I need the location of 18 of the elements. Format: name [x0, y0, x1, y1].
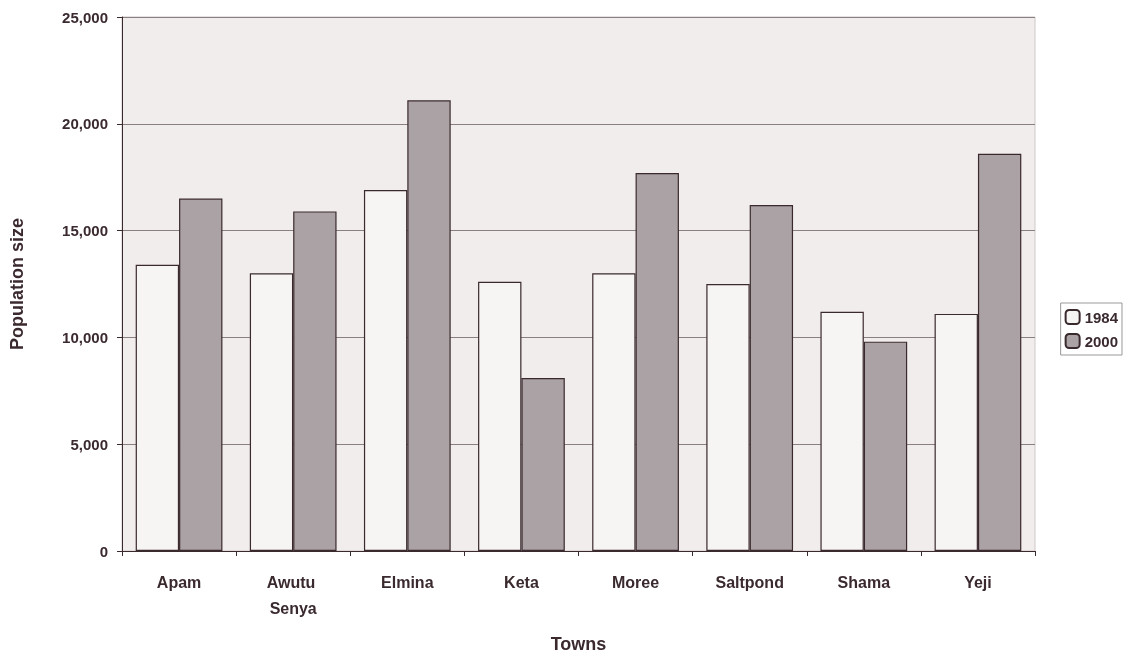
legend-label: 1984 [1084, 308, 1119, 326]
x-tick-label: Moree [612, 573, 660, 591]
legend-label: 2000 [1084, 332, 1119, 350]
x-tick-label: Keta [504, 573, 539, 591]
y-axis-title: Population size [7, 217, 27, 351]
y-tick-label: 15,000 [62, 222, 108, 240]
x-tick-label: Yeji [964, 573, 992, 591]
y-tick-label: 20,000 [62, 115, 108, 133]
x-tick-label: Shama [837, 573, 891, 591]
x-tick-label: Awutu Senya [266, 573, 320, 617]
x-tick-label: Apam [156, 573, 202, 591]
x-tick-label: Saltpond [715, 573, 784, 591]
y-tick-label: 0 [99, 542, 108, 560]
x-tick-label: Elmina [381, 573, 434, 591]
y-tick-label: 25,000 [62, 8, 108, 26]
x-axis-title: Towns [550, 634, 607, 654]
y-tick-label: 5,000 [70, 435, 108, 453]
y-tick-label: 10,000 [62, 328, 108, 346]
